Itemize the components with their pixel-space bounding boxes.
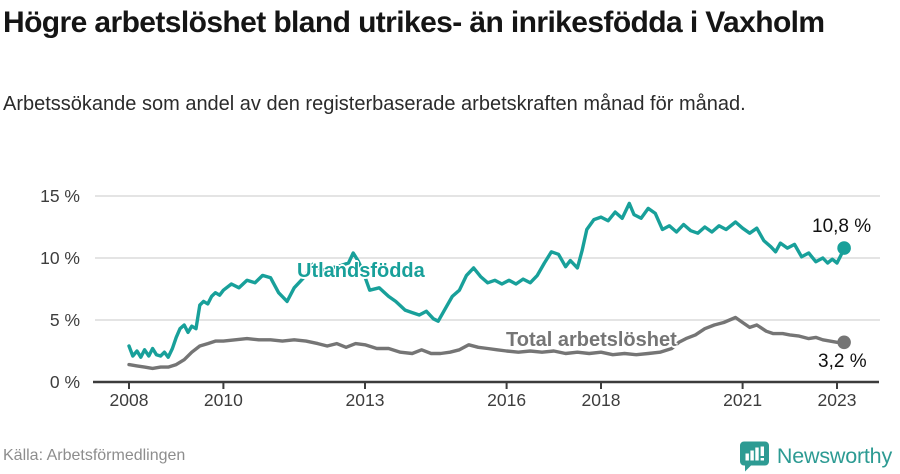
- x-tick-label: 2008: [109, 390, 149, 410]
- series-label-utlandsfodda: Utlandsfödda: [297, 260, 425, 282]
- series-end-dot-0: [837, 241, 851, 255]
- end-value-utlandsfodda: 10,8 %: [812, 216, 872, 237]
- x-tick-label: 2016: [487, 390, 527, 410]
- page-title: Högre arbetslöshet bland utrikes- än inr…: [3, 6, 825, 39]
- series-line-1: [127, 315, 846, 371]
- x-tick-label: 2021: [723, 390, 763, 410]
- y-tick-label: 5 %: [49, 310, 80, 330]
- newsworthy-logo: Newsworthy: [739, 440, 892, 472]
- series-end-dot-1: [837, 335, 851, 350]
- newsworthy-icon: [739, 441, 769, 472]
- y-tick-label: 10 %: [40, 248, 80, 268]
- y-tick-label: 0 %: [49, 372, 80, 392]
- x-tick-label: 2018: [581, 390, 621, 410]
- y-tick-label: 15 %: [40, 186, 80, 206]
- page-subtitle: Arbetssökande som andel av den registerb…: [3, 93, 746, 115]
- x-tick-label: 2013: [345, 390, 385, 410]
- series-line-0: [127, 201, 846, 359]
- series-label-total-arbetsloshet: Total arbetslöshet: [506, 329, 677, 351]
- source-note: Källa: Arbetsförmedlingen: [3, 447, 186, 464]
- end-value-total: 3,2 %: [818, 351, 867, 372]
- x-tick-label: 2023: [817, 390, 857, 410]
- newsworthy-wordmark: Newsworthy: [776, 443, 892, 468]
- x-tick-label: 2010: [203, 390, 243, 410]
